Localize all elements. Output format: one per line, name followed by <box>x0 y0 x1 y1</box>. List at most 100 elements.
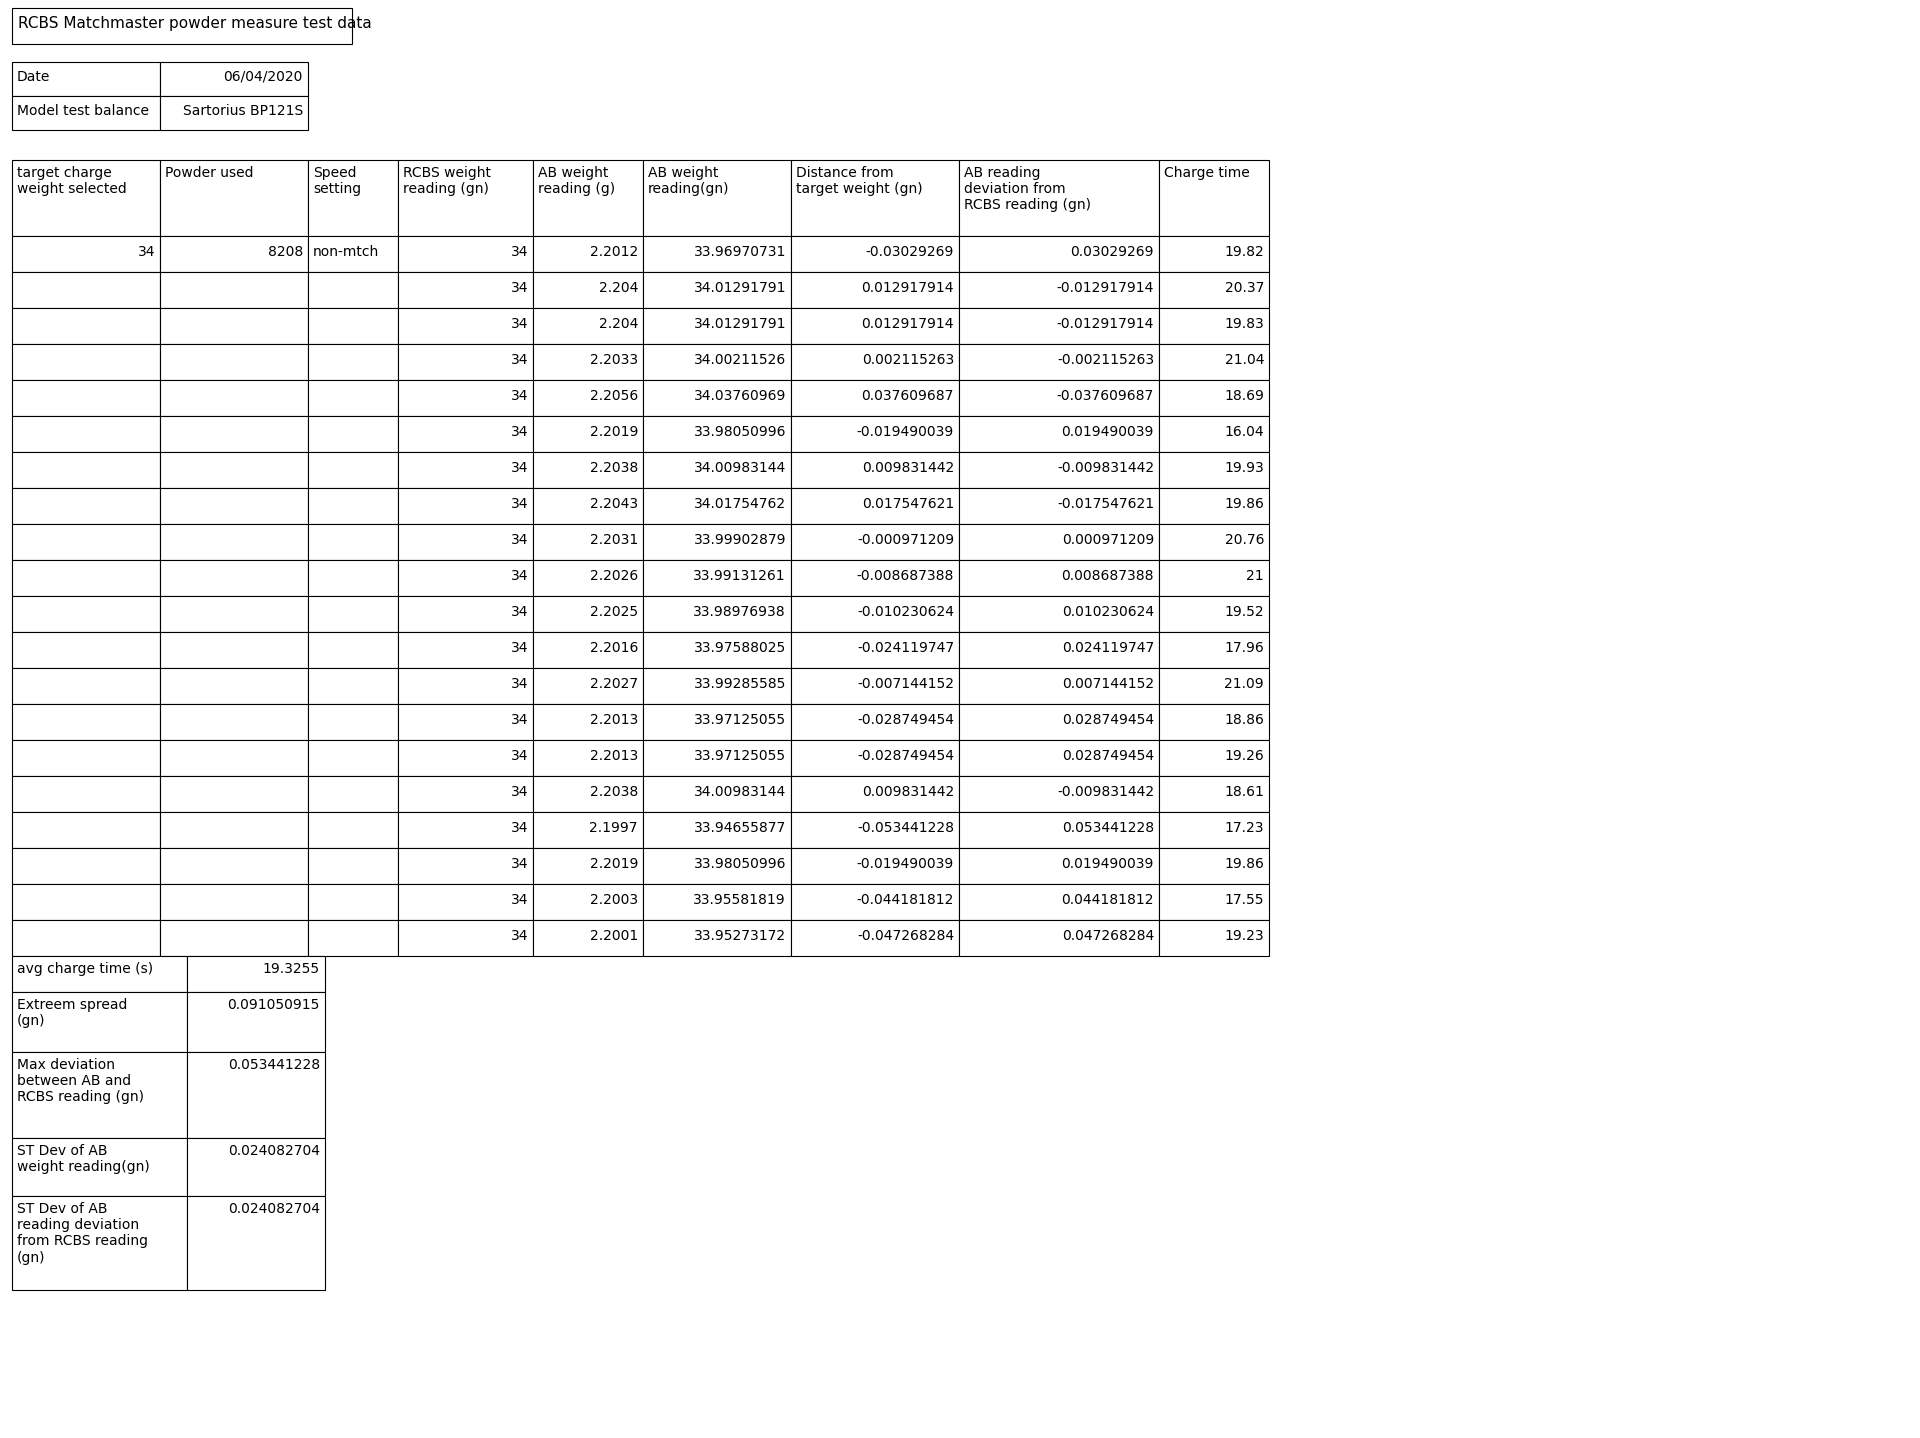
Text: -0.044181812: -0.044181812 <box>856 893 954 907</box>
Bar <box>534 595 643 631</box>
Bar <box>958 380 1160 416</box>
Bar <box>12 595 159 631</box>
Bar <box>307 848 397 884</box>
Bar <box>159 344 307 380</box>
Text: 34: 34 <box>511 280 528 295</box>
Bar <box>397 236 534 272</box>
Text: 17.23: 17.23 <box>1225 821 1263 835</box>
Bar <box>307 452 397 487</box>
Text: 19.3255: 19.3255 <box>263 962 321 976</box>
Bar <box>12 992 186 1053</box>
Text: Sartorius BP121S: Sartorius BP121S <box>182 104 303 118</box>
Text: 34: 34 <box>511 785 528 800</box>
Text: 2.2013: 2.2013 <box>589 749 637 764</box>
Bar <box>12 559 159 595</box>
Text: 2.2033: 2.2033 <box>589 352 637 367</box>
Bar <box>534 705 643 741</box>
Bar <box>958 523 1160 559</box>
Bar <box>12 487 159 523</box>
Text: -0.012917914: -0.012917914 <box>1056 316 1154 331</box>
Text: -0.000971209: -0.000971209 <box>856 533 954 546</box>
Bar <box>958 308 1160 344</box>
Bar <box>307 705 397 741</box>
Text: 34.00211526: 34.00211526 <box>693 352 785 367</box>
Text: 2.2003: 2.2003 <box>589 893 637 907</box>
Bar <box>307 812 397 848</box>
Bar <box>12 9 351 45</box>
Text: 19.93: 19.93 <box>1225 462 1263 475</box>
Bar <box>791 777 958 812</box>
Text: 34: 34 <box>511 893 528 907</box>
Bar <box>397 452 534 487</box>
Bar <box>397 631 534 669</box>
Bar <box>958 705 1160 741</box>
Bar <box>958 812 1160 848</box>
Text: 19.23: 19.23 <box>1225 929 1263 943</box>
Bar <box>1160 741 1269 777</box>
Bar <box>958 487 1160 523</box>
Text: Max deviation
between AB and
RCBS reading (gn): Max deviation between AB and RCBS readin… <box>17 1058 144 1104</box>
Text: 0.053441228: 0.053441228 <box>228 1058 321 1071</box>
Bar <box>12 812 159 848</box>
Bar <box>397 595 534 631</box>
Bar <box>159 236 307 272</box>
Text: 34: 34 <box>511 352 528 367</box>
Bar <box>159 669 307 705</box>
Text: 2.2025: 2.2025 <box>589 605 637 618</box>
Bar <box>791 416 958 452</box>
Text: -0.008687388: -0.008687388 <box>856 569 954 582</box>
Text: -0.047268284: -0.047268284 <box>856 929 954 943</box>
Text: 2.2043: 2.2043 <box>589 498 637 510</box>
Bar <box>791 631 958 669</box>
Text: 19.86: 19.86 <box>1225 498 1263 510</box>
Bar <box>1160 272 1269 308</box>
Bar <box>791 559 958 595</box>
Bar <box>958 595 1160 631</box>
Text: 34.01291791: 34.01291791 <box>693 316 785 331</box>
Bar <box>159 884 307 920</box>
Bar <box>1160 559 1269 595</box>
Text: 2.2012: 2.2012 <box>589 244 637 259</box>
Bar <box>307 884 397 920</box>
Bar <box>12 1196 186 1290</box>
Bar <box>1160 669 1269 705</box>
Bar <box>534 452 643 487</box>
Bar <box>534 487 643 523</box>
Bar <box>958 741 1160 777</box>
Text: 0.007144152: 0.007144152 <box>1062 677 1154 692</box>
Bar <box>643 631 791 669</box>
Bar <box>397 741 534 777</box>
Bar <box>1160 344 1269 380</box>
Bar <box>1160 416 1269 452</box>
Bar <box>159 452 307 487</box>
Bar <box>643 487 791 523</box>
Text: 34.00983144: 34.00983144 <box>693 785 785 800</box>
Bar <box>643 344 791 380</box>
Text: 33.97125055: 33.97125055 <box>693 749 785 764</box>
Bar <box>643 812 791 848</box>
Bar <box>397 705 534 741</box>
Text: 2.2016: 2.2016 <box>589 641 637 654</box>
Bar <box>159 741 307 777</box>
Text: 8208: 8208 <box>267 244 303 259</box>
Bar <box>791 380 958 416</box>
Bar <box>643 380 791 416</box>
Text: 34: 34 <box>511 713 528 728</box>
Text: -0.002115263: -0.002115263 <box>1056 352 1154 367</box>
Text: 2.204: 2.204 <box>599 316 637 331</box>
Bar <box>791 741 958 777</box>
Text: 33.97125055: 33.97125055 <box>693 713 785 728</box>
Bar <box>307 416 397 452</box>
Text: 0.019490039: 0.019490039 <box>1062 426 1154 439</box>
Bar <box>643 236 791 272</box>
Bar <box>186 1053 324 1137</box>
Bar <box>397 848 534 884</box>
Bar <box>958 884 1160 920</box>
Bar <box>397 344 534 380</box>
Text: 2.2031: 2.2031 <box>589 533 637 546</box>
Bar <box>186 992 324 1053</box>
Text: 18.86: 18.86 <box>1225 713 1263 728</box>
Text: 19.82: 19.82 <box>1225 244 1263 259</box>
Bar <box>1160 631 1269 669</box>
Text: -0.012917914: -0.012917914 <box>1056 280 1154 295</box>
